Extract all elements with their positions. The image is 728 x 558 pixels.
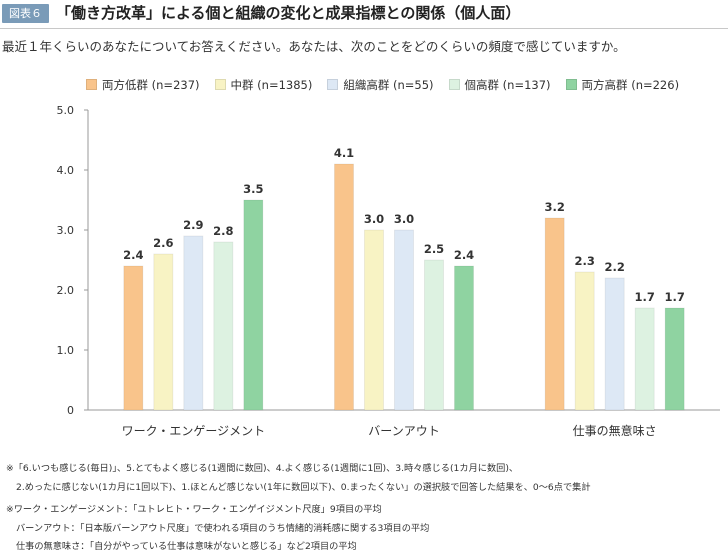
bar (394, 229, 414, 411)
bar-value-label: 3.0 (364, 212, 384, 226)
footnote-meaninglessness: 仕事の無意味さ：「自分がやっている仕事は意味がないと感じる」など2項目の平均 (16, 541, 357, 552)
bar (123, 265, 144, 411)
bar-value-label: 2.4 (454, 248, 474, 262)
header-divider (0, 28, 728, 29)
y-tick-label: 5.0 (57, 104, 75, 117)
footnote-scale-line2: 2.めったに感じない(1カ月に1回以下)、1.ほとんど感じない(1年に数回以下)… (16, 481, 591, 493)
bar (454, 265, 474, 411)
bar (364, 229, 384, 411)
legend-swatch (448, 79, 460, 90)
bar-value-label: 3.2 (544, 200, 564, 214)
legend-label: 両方低群 (n=237) (102, 78, 200, 92)
legend-item: 組織高群 (n=55) (327, 77, 434, 93)
bar (634, 307, 655, 411)
footnote-burnout: バーンアウト：「日本版バーンアウト尺度」で使われる項目のうち情緒的消耗感に関する… (16, 522, 430, 534)
y-tick-label: 1.0 (57, 344, 75, 357)
y-tick-label: 3.0 (57, 224, 75, 237)
bar-value-label: 2.3 (574, 254, 594, 268)
bar (664, 307, 685, 411)
legend-swatch (86, 79, 97, 90)
y-tick-label: 2.0 (57, 284, 75, 297)
bar-chart: 0 1.0 2.0 3.0 4.0 5.0 2.4 2.6 2.9 2.8 3.5 ワーク・エンゲージ… (57, 104, 720, 438)
legend-label: 両方高群 (n=226) (581, 78, 680, 92)
y-tick-label: 0 (67, 404, 74, 417)
y-tick-label: 4.0 (57, 164, 75, 177)
bar-value-label: 1.7 (664, 290, 684, 304)
bar-value-label: 2.5 (424, 242, 444, 256)
legend-item: 両方低群 (n=237) (86, 77, 200, 93)
bar (424, 259, 444, 411)
legend-swatch (565, 79, 577, 90)
bar-value-label: 2.9 (183, 218, 203, 232)
bar-value-label: 3.5 (243, 182, 263, 196)
legend-swatch (214, 79, 226, 90)
bar (153, 253, 174, 411)
legend-item: 中群 (n=1385) (214, 77, 313, 93)
bar-value-label: 2.4 (123, 248, 143, 262)
bar-value-label: 2.2 (604, 260, 624, 274)
legend-item: 両方高群 (n=226) (565, 77, 680, 93)
legend-label: 組織高群 (n=55) (343, 78, 434, 92)
figure-label: 図表６ (2, 4, 49, 23)
bar (334, 163, 354, 411)
footnote-engagement: ※ワーク・エンゲージメント：「ユトレヒト・ワーク・エンゲイジメント尺度」9項目の… (6, 504, 382, 515)
x-tick-label: バーンアウト (368, 424, 439, 438)
bar-value-label: 3.0 (394, 212, 414, 226)
bar (213, 241, 234, 411)
legend-swatch (327, 79, 339, 90)
legend-item: 個高群 (n=137) (448, 77, 551, 93)
bar (544, 217, 565, 411)
bar (604, 277, 625, 411)
figure-title: 「働き方改革」による個と組織の変化と成果指標との関係（個人面） (56, 4, 521, 22)
legend-label: 個高群 (n=137) (464, 78, 551, 92)
bar (243, 199, 264, 411)
bar-value-label: 1.7 (634, 290, 654, 304)
bar-value-label: 2.8 (213, 224, 233, 238)
footnote-scale-line1: ※「6.いつも感じる(毎日)」、5.とてもよく感じる(1週間に数回)、4.よく感… (6, 463, 519, 474)
bar (183, 235, 204, 411)
bar-value-label: 2.6 (153, 236, 173, 250)
x-tick-label: ワーク・エンゲージメント (122, 424, 266, 438)
footnotes: ※「6.いつも感じる(毎日)」、5.とてもよく感じる(1週間に数回)、4.よく感… (6, 460, 591, 557)
legend-label: 中群 (n=1385) (230, 78, 313, 92)
x-tick-label: 仕事の無意味さ (573, 423, 657, 438)
figure-header: 図表６ 「働き方改革」による個と組織の変化と成果指標との関係（個人面） (0, 0, 728, 28)
bar (574, 271, 595, 411)
bar-value-label: 4.1 (334, 146, 354, 160)
survey-question: 最近１年くらいのあなたについてお答えください。あなたは、次のことをどのくらいの頻… (2, 39, 626, 54)
chart-legend: 両方低群 (n=237) 中群 (n=1385) 組織高群 (n=55) 個高群 (n… (86, 74, 694, 93)
